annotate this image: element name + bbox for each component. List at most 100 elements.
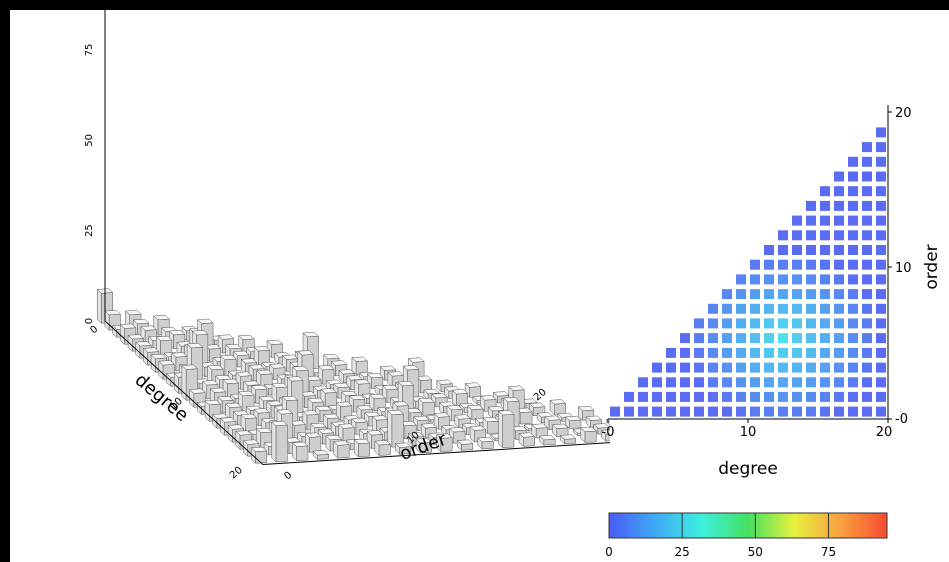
heatmap-cell	[750, 391, 760, 402]
heatmap-cell	[862, 142, 872, 153]
heatmap-cell	[862, 362, 872, 373]
heatmap-cell	[876, 127, 886, 138]
heatmap-cell	[666, 391, 676, 402]
heatmap-cell	[876, 274, 886, 285]
heatmap-cell	[848, 245, 858, 255]
heatmap-cell	[722, 303, 732, 314]
heatmap-cell	[722, 362, 732, 373]
heatmap-cell	[694, 391, 704, 402]
heatmap-cell	[834, 200, 844, 211]
bar-3d	[271, 420, 288, 463]
x-tick-label: 20	[876, 425, 893, 440]
heatmap-cell	[862, 200, 872, 211]
heatmap-cell	[792, 391, 802, 402]
heatmap-cell	[750, 318, 760, 329]
heatmap-cell	[694, 362, 704, 373]
bar-3d	[304, 432, 322, 453]
heatmap-cell	[736, 391, 746, 402]
bar-3d	[518, 432, 536, 447]
heatmap-cell	[848, 362, 858, 373]
bar-3d	[477, 437, 494, 450]
heatmap-cell	[680, 406, 690, 417]
heatmap-cell	[834, 215, 844, 226]
heatmap-cell	[806, 347, 816, 358]
heatmap-cell	[792, 245, 802, 255]
heatmap-cell	[736, 289, 746, 300]
heatmap-cell	[694, 318, 704, 329]
heatmap-cell	[624, 391, 634, 402]
heatmap-cell	[806, 274, 816, 285]
heatmap-cell	[694, 406, 704, 417]
heatmap-cell	[722, 391, 732, 402]
heatmap-cell	[820, 377, 830, 388]
heatmap-cell	[764, 259, 774, 270]
heatmap-cell	[862, 186, 872, 197]
heatmap-cell	[862, 333, 872, 344]
heatmap-cell	[708, 406, 718, 417]
heatmap-cell	[806, 391, 816, 402]
heatmap-cell	[876, 377, 886, 388]
heatmap-cell	[806, 200, 816, 211]
heatmap-cell	[862, 215, 872, 226]
heatmap-cell	[876, 303, 886, 314]
heatmap-cell	[764, 377, 774, 388]
heatmap-cell	[848, 303, 858, 314]
heatmap-cell	[876, 245, 886, 255]
colorbar-gradient	[608, 512, 888, 539]
bar-3d	[600, 429, 610, 442]
heatmap-cell	[806, 259, 816, 270]
heatmap-cell	[736, 303, 746, 314]
heatmap-cell	[876, 142, 886, 153]
heatmap-cell	[876, 259, 886, 270]
heatmap-cell	[792, 230, 802, 241]
heatmap-cell	[736, 362, 746, 373]
heatmap-cell	[736, 406, 746, 417]
heatmap-cell	[666, 406, 676, 417]
heatmap-cell	[862, 156, 872, 167]
heatmap-cell	[806, 333, 816, 344]
heatmap-cell	[680, 347, 690, 358]
order-tick-label: 0	[282, 470, 294, 483]
heatmap-cell	[792, 362, 802, 373]
heatmap-cell	[652, 391, 662, 402]
bar-3d	[420, 423, 438, 439]
heatmap-cell	[848, 200, 858, 211]
bar-3d	[436, 433, 453, 453]
colorbar-tick-label: 25	[675, 545, 690, 559]
heatmap-cell	[820, 318, 830, 329]
x-tick-label: -0	[602, 425, 615, 440]
heatmap-cell	[876, 171, 886, 182]
heatmap-cell	[862, 230, 872, 241]
heatmap-cell	[666, 347, 676, 358]
heatmap-cell	[778, 333, 788, 344]
heatmap-cell	[764, 406, 774, 417]
bar-3d	[253, 346, 271, 367]
heatmap-cell	[638, 406, 648, 417]
heatmap-cell	[820, 303, 830, 314]
colorbar: 0 25 50 75	[605, 512, 888, 559]
heatmap-cell	[750, 333, 760, 344]
heatmap-cell	[806, 406, 816, 417]
heatmap-cell	[848, 259, 858, 270]
heatmap-cell	[876, 156, 886, 167]
bar-3d	[312, 450, 330, 460]
heatmap-cell	[820, 333, 830, 344]
heatmap-cell	[848, 215, 858, 226]
bar-3d	[353, 438, 371, 458]
bar-3d	[338, 423, 355, 444]
heatmap-cell	[694, 333, 704, 344]
heatmap-cell	[638, 377, 648, 388]
heatmap-cell	[806, 230, 816, 241]
heatmap-cell	[652, 406, 662, 417]
heatmap-cell	[778, 230, 788, 241]
heatmap-cell	[778, 347, 788, 358]
heatmap-cell	[708, 318, 718, 329]
degree-axis-line	[104, 320, 264, 465]
heatmap-cell	[764, 333, 774, 344]
heatmap-cell	[736, 274, 746, 285]
bar-3d	[394, 442, 412, 455]
heatmap-cell	[820, 406, 830, 417]
heatmap-cell	[862, 347, 872, 358]
heatmap-cell	[806, 289, 816, 300]
bar-3d	[564, 415, 582, 430]
